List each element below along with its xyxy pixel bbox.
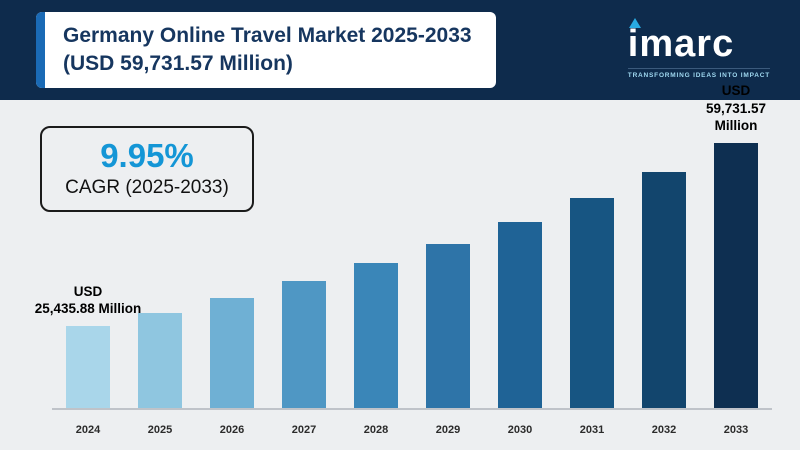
x-axis-label-2026: 2026 xyxy=(219,424,245,436)
bar-column-2027 xyxy=(268,281,340,408)
bar-2028 xyxy=(354,263,398,408)
x-axis-label-2025: 2025 xyxy=(147,424,173,436)
x-axis-label-2027: 2027 xyxy=(291,424,317,436)
imarc-logo-text: imarc xyxy=(627,23,735,65)
bar-column-2028 xyxy=(340,263,412,408)
bar-column-2024: USD 25,435.88 Million xyxy=(35,283,141,408)
cagr-label: CAGR (2025-2033) xyxy=(65,176,229,198)
last-bar-value-label: USD 59,731.57 Million xyxy=(705,83,767,134)
bar-2024 xyxy=(66,326,110,408)
imarc-logo: imarc TRANSFORMING IDEAS INTO IMPACT xyxy=(627,18,770,79)
bar-column-2030 xyxy=(484,222,556,408)
page-title-line2: (USD 59,731.57 Million) xyxy=(63,52,293,75)
bar-column-2033: USD 59,731.57 Million xyxy=(700,82,772,408)
bar-2027 xyxy=(282,281,326,408)
x-axis-label-2032: 2032 xyxy=(651,424,677,436)
page-title-line1: Germany Online Travel Market 2025-2033 xyxy=(63,23,472,47)
x-axis-label-2030: 2030 xyxy=(507,424,533,436)
x-axis-labels: 2024 2025 2026 2027 2028 2029 2030 2031 2032 2033 xyxy=(52,424,772,436)
bar-column-2025 xyxy=(124,313,196,408)
x-axis-label-2028: 2028 xyxy=(363,424,389,436)
chart-area: 9.95% CAGR (2025-2033) USD 25,435.88 Mil… xyxy=(0,83,800,450)
x-axis-label-2033: 2033 xyxy=(723,424,749,436)
bar-2032 xyxy=(642,172,686,408)
bar-2026 xyxy=(210,298,254,408)
x-axis-label-2024: 2024 xyxy=(75,424,101,436)
bar-column-2026 xyxy=(196,298,268,408)
imarc-logo-tagline: TRANSFORMING IDEAS INTO IMPACT xyxy=(627,68,770,79)
bar-column-2032 xyxy=(628,172,700,408)
title-accent-bar xyxy=(36,11,45,89)
first-bar-value-label: USD 25,435.88 Million xyxy=(34,283,142,317)
bar-chart: USD 25,435.88 Million USD 59,731.57 Milli… xyxy=(35,83,772,410)
bar-column-2029 xyxy=(412,244,484,408)
imarc-triangle-icon xyxy=(628,18,641,28)
title-box: Germany Online Travel Market 2025-2033 (… xyxy=(36,11,496,89)
page-title: Germany Online Travel Market 2025-2033 (… xyxy=(45,12,496,89)
bar-2030 xyxy=(498,222,542,408)
bar-2033 xyxy=(714,143,758,408)
header-band: Germany Online Travel Market 2025-2033 (… xyxy=(0,0,800,100)
cagr-value: 9.95% xyxy=(100,137,194,175)
bar-2031 xyxy=(570,198,614,408)
bar-column-2031 xyxy=(556,198,628,408)
x-axis-label-2029: 2029 xyxy=(435,424,461,436)
bar-2025 xyxy=(138,313,182,408)
cagr-callout-box: 9.95% CAGR (2025-2033) xyxy=(40,126,254,212)
x-axis-label-2031: 2031 xyxy=(579,424,605,436)
bar-2029 xyxy=(426,244,470,408)
